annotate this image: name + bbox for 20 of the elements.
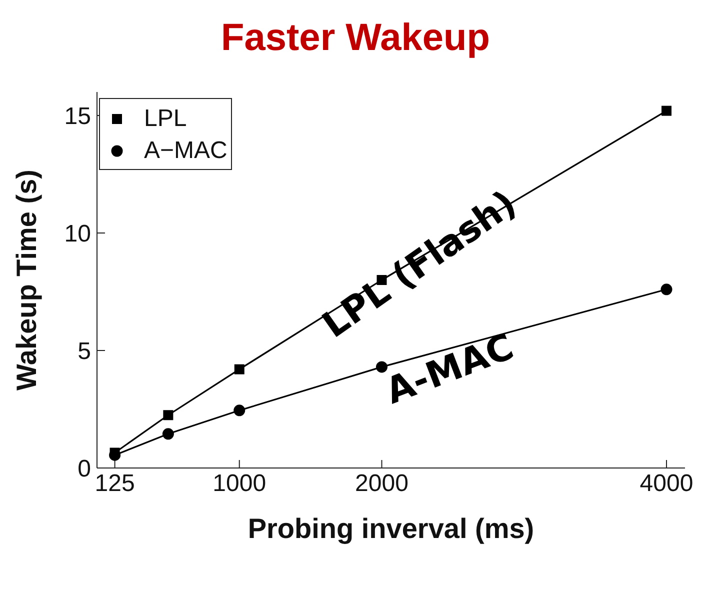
point (660, 284, 672, 296)
y-tick-label: 0 (78, 456, 91, 483)
y-tick-label: 5 (78, 338, 91, 366)
point (376, 361, 388, 373)
x-axis-title: Probing inverval (ms) (248, 513, 534, 544)
legend-label: LPL (144, 105, 187, 133)
chart-title: Faster Wakeup (220, 16, 491, 61)
y-tick-label: 15 (64, 103, 91, 130)
y-tick-label: 10 (64, 220, 91, 248)
legend-label: A−MAC (144, 137, 228, 165)
point (234, 404, 246, 416)
x-tick-label: 2000 (355, 470, 408, 498)
x-tick-label: 1000 (212, 470, 266, 498)
y-axis-title: Wakeup Time (s) (10, 170, 42, 390)
x-tick-label: 4000 (640, 470, 694, 498)
point (661, 106, 672, 116)
x-tick-label: 125 (94, 470, 135, 498)
point (163, 410, 174, 420)
point (162, 428, 174, 440)
point (234, 364, 244, 374)
